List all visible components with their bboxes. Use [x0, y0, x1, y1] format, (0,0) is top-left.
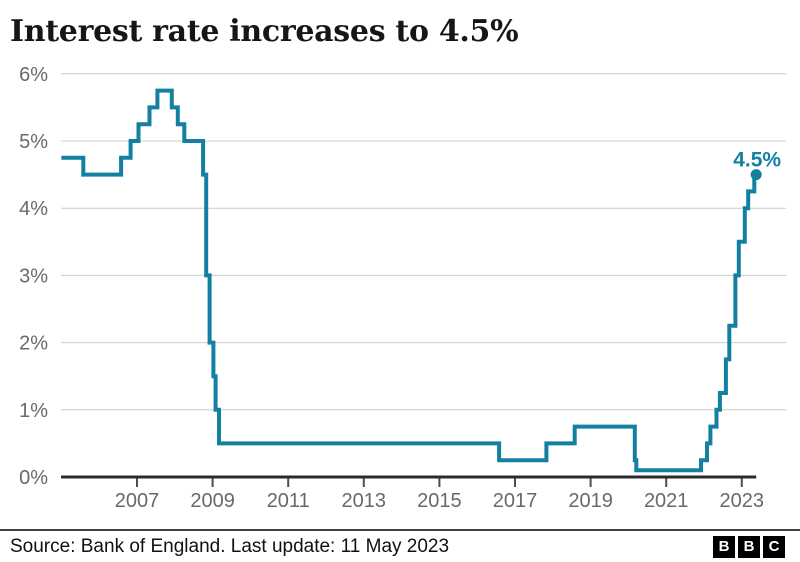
y-axis-tick-label: 2% — [19, 333, 48, 355]
x-axis-tick-label: 2013 — [342, 490, 387, 512]
chart-title: Interest rate increases to 4.5% — [10, 14, 519, 49]
x-axis-tick-label: 2011 — [267, 490, 310, 512]
latest-value-annotation: 4.5% — [733, 149, 781, 172]
footer: Source: Bank of England. Last update: 11… — [0, 529, 800, 562]
y-axis-tick-label: 5% — [19, 131, 48, 153]
source-text: Source: Bank of England. Last update: 11… — [10, 535, 450, 557]
y-axis-tick-label: 4% — [19, 198, 48, 220]
x-axis-tick-label: 2023 — [720, 490, 765, 512]
latest-value-dot — [750, 169, 762, 181]
x-axis-tick-label: 2017 — [493, 490, 538, 512]
y-axis-tick-label: 3% — [19, 265, 48, 287]
bbc-logo-block: C — [763, 535, 785, 558]
x-axis-tick-label: 2021 — [644, 490, 689, 512]
bbc-logo-block: B — [738, 535, 760, 558]
x-axis-tick-label: 2019 — [568, 490, 613, 512]
bbc-logo-block: B — [713, 535, 735, 558]
y-axis-tick-label: 6% — [19, 64, 48, 86]
y-axis-tick-label: 1% — [19, 400, 48, 422]
rate-line-chart: 0% 1% 2% 3% 4% 5% 6% 2007 2009 2011 2013 2015 2017 20… — [19, 64, 786, 512]
x-axis-tick-label: 2015 — [417, 490, 462, 512]
bbc-logo: B B C — [713, 535, 785, 558]
x-axis-tick-label: 2007 — [115, 490, 160, 512]
y-axis-tick-label: 0% — [19, 467, 48, 489]
interest-rate-step-line — [61, 88, 757, 473]
x-axis-tick-label: 2009 — [190, 490, 235, 512]
